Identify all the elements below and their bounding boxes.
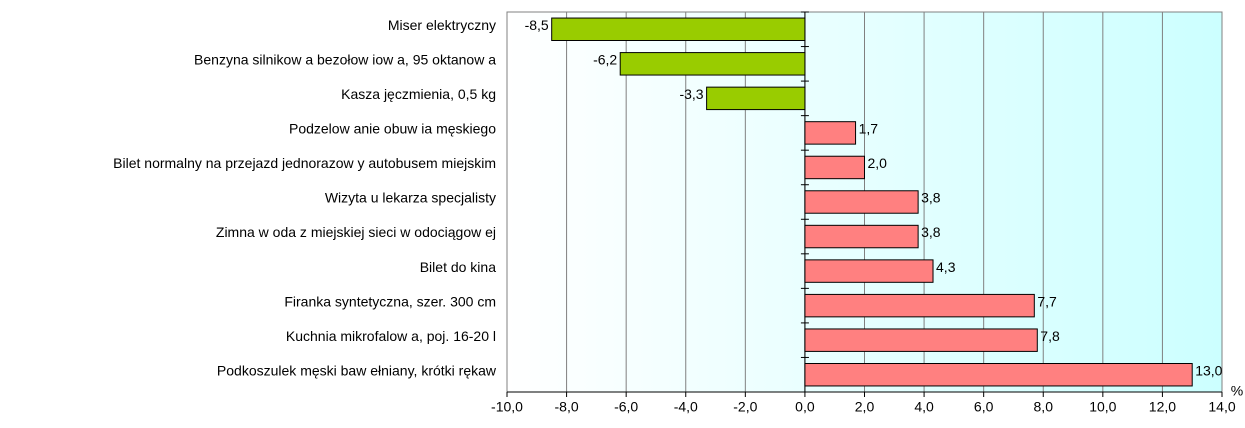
value-label: 3,8 xyxy=(921,190,941,206)
x-tick-label: -6,0 xyxy=(614,399,638,415)
value-label: 2,0 xyxy=(868,155,888,171)
x-tick-label: -8,0 xyxy=(555,399,579,415)
bar xyxy=(804,224,919,249)
value-label: 7,8 xyxy=(1040,328,1060,344)
bar xyxy=(804,155,866,180)
bar xyxy=(804,121,857,145)
value-label: 3,8 xyxy=(921,224,941,240)
y-tick-label: Miser elektryczny xyxy=(388,17,496,33)
bar xyxy=(551,17,806,41)
value-label: 4,3 xyxy=(936,259,956,275)
y-tick-label: Wizyta u lekarza specjalisty xyxy=(325,190,496,206)
x-tick-label: 4,0 xyxy=(914,399,934,415)
x-tick-label: -2,0 xyxy=(733,399,757,415)
bar xyxy=(804,190,919,214)
x-tick-label: 10,0 xyxy=(1089,399,1116,415)
value-label: -3,3 xyxy=(679,86,703,102)
bar xyxy=(804,363,1193,387)
y-tick-label: Kuchnia mikrofalow a, poj. 16-20 l xyxy=(286,328,496,344)
y-tick-label: Podzelow anie obuw ia męskiego xyxy=(289,121,496,137)
value-label: -6,2 xyxy=(593,52,617,68)
x-axis-label: % xyxy=(1231,383,1243,399)
value-label: 13,0 xyxy=(1195,362,1222,378)
y-tick-label: Benzyna silnikow a bezołow iow a, 95 okt… xyxy=(194,52,496,68)
y-tick-label: Bilet normalny na przejazd jednorazow y … xyxy=(113,155,496,171)
bar xyxy=(706,86,806,111)
value-label: -8,5 xyxy=(525,17,549,33)
value-label: 1,7 xyxy=(859,121,879,137)
value-label: 7,7 xyxy=(1037,293,1057,309)
bar xyxy=(619,52,806,76)
x-tick-label: -4,0 xyxy=(674,399,698,415)
x-tick-label: 2,0 xyxy=(855,399,875,415)
y-tick-label: Firanka syntetyczna, szer. 300 cm xyxy=(284,293,496,309)
y-tick-label: Podkoszulek męski baw ełniany, krótki rę… xyxy=(217,362,497,378)
y-tick-label: Bilet do kina xyxy=(420,259,496,275)
x-tick-label: 0,0 xyxy=(795,399,815,415)
bar xyxy=(804,293,1035,318)
x-tick-label: -10,0 xyxy=(491,399,523,415)
x-tick-label: 8,0 xyxy=(1034,399,1054,415)
x-tick-label: 12,0 xyxy=(1149,399,1176,415)
bar xyxy=(804,259,934,283)
y-tick-label: Zimna w oda z miejskiej sieci w odociągo… xyxy=(216,224,496,240)
x-tick-label: 14,0 xyxy=(1208,399,1235,415)
bar xyxy=(804,328,1038,352)
y-tick-label: Kasza jęczmienia, 0,5 kg xyxy=(341,86,496,102)
x-tick-label: 6,0 xyxy=(974,399,994,415)
